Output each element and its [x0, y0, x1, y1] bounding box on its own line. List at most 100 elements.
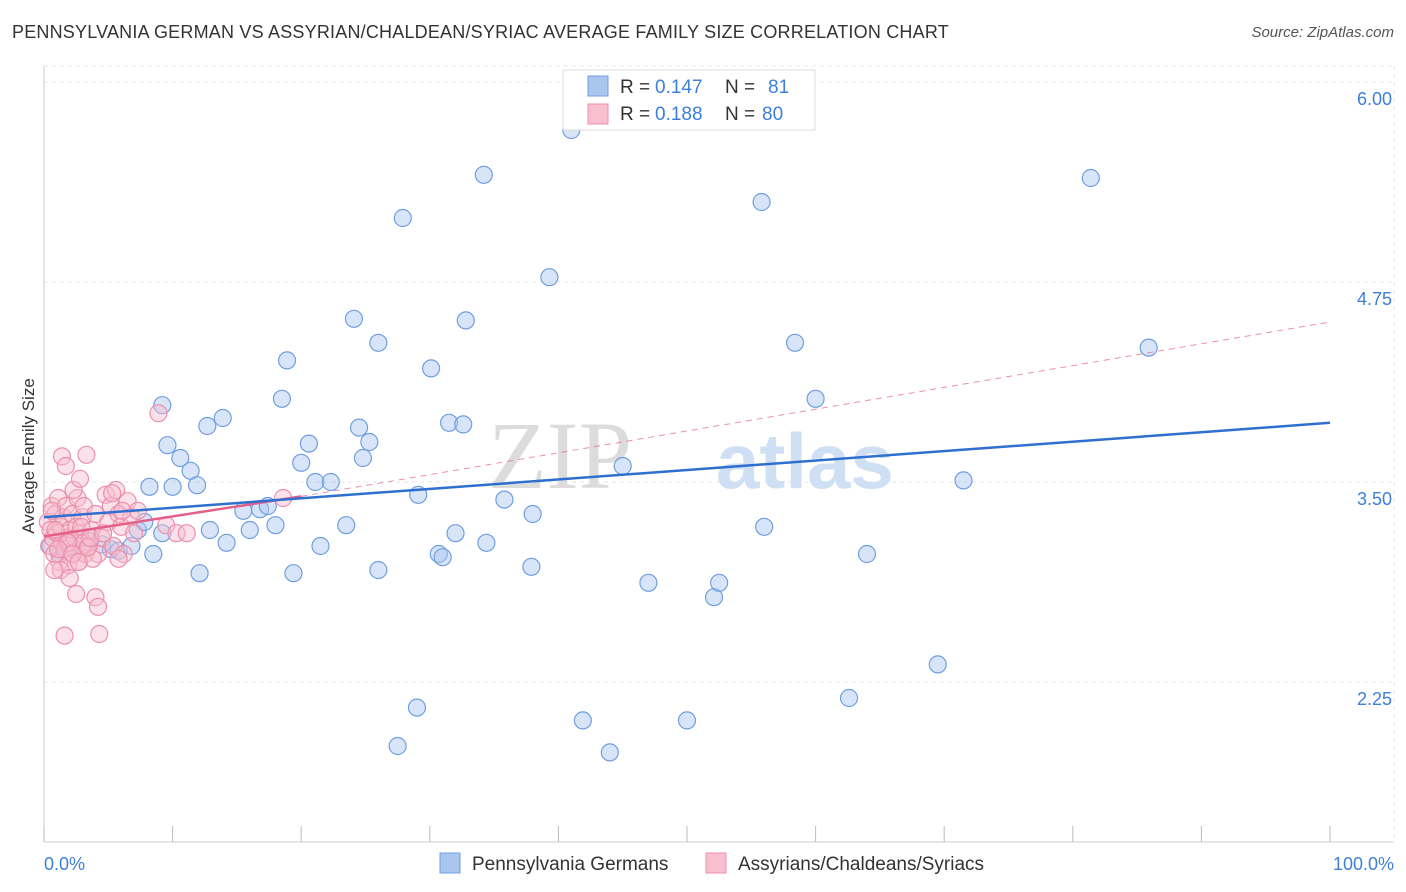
blue-point-61 — [540, 268, 559, 287]
blue-point-79 — [523, 504, 542, 524]
pink-point-72 — [42, 501, 61, 520]
blue-point-44 — [369, 333, 388, 352]
blue-point-78 — [613, 456, 632, 476]
x-tick-label-right: 100.0% — [1333, 854, 1394, 874]
series-assyrians-points — [38, 404, 293, 645]
blue-point-24 — [213, 408, 232, 428]
pink-point-33 — [70, 469, 90, 488]
blue-point-57 — [474, 165, 493, 184]
blue-point-32 — [277, 351, 297, 370]
y-tick-label-3: 6.00 — [1357, 89, 1392, 109]
blue-point-29 — [240, 520, 259, 540]
pink-point-60 — [149, 404, 168, 423]
y-tick-label-0: 2.25 — [1357, 689, 1392, 709]
pink-point-66 — [124, 524, 144, 543]
legend-r-value-blue: 0.147 — [655, 77, 703, 98]
pink-point-54 — [55, 626, 74, 645]
bottom-legend-swatch-pink — [705, 852, 727, 874]
pink-point-56 — [83, 549, 102, 568]
blue-point-77 — [806, 389, 825, 408]
legend-n-label-pink: N = — [725, 104, 755, 125]
blue-point-22 — [190, 564, 209, 583]
blue-point-71 — [785, 333, 805, 352]
legend-swatch-blue — [587, 75, 609, 97]
blue-point-38 — [321, 472, 340, 492]
pink-point-63 — [177, 524, 196, 543]
trend-lines — [43, 321, 1331, 538]
blue-point-60 — [522, 557, 541, 576]
pink-point-32 — [64, 480, 83, 500]
blue-point-40 — [344, 309, 364, 328]
legend-r-label-pink: R = — [620, 104, 650, 125]
blue-point-64 — [600, 743, 619, 762]
blue-point-16 — [163, 477, 182, 496]
chart-source: Source: ZipAtlas.com — [1251, 24, 1394, 41]
blue-point-76 — [1139, 338, 1158, 357]
blue-point-70 — [755, 517, 774, 536]
legend-n-value-pink: 80 — [762, 104, 783, 125]
pink-point-78 — [103, 484, 122, 503]
blue-point-15 — [158, 436, 177, 455]
blue-point-23 — [200, 520, 219, 540]
pink-point-74 — [49, 540, 68, 559]
pink-point-55 — [67, 584, 86, 604]
blue-point-43 — [360, 432, 379, 452]
blue-point-46 — [388, 736, 407, 756]
blue-point-52 — [433, 548, 452, 567]
blue-trend-line — [43, 421, 1331, 519]
blue-point-48 — [407, 698, 427, 717]
pink-point-59 — [45, 560, 64, 580]
blue-point-37 — [311, 536, 330, 556]
blue-point-25 — [217, 533, 236, 552]
blue-point-66 — [677, 711, 697, 730]
pink-point-53 — [90, 624, 109, 644]
blue-point-67 — [704, 588, 724, 607]
legend-bottom: Pennsylvania Germans Assyrians/Chaldeans… — [439, 852, 984, 875]
y-tick-labels: 2.25 3.50 4.75 6.00 — [1357, 89, 1392, 709]
blue-point-73 — [928, 655, 947, 674]
blue-point-80 — [857, 544, 877, 564]
axes — [43, 66, 1394, 843]
legend-r-value-pink: 0.188 — [655, 104, 703, 125]
pink-point-52 — [88, 597, 108, 616]
y-tick-label-1: 3.50 — [1357, 489, 1392, 509]
pink-point-71 — [59, 533, 78, 552]
x-tick-label-left: 0.0% — [44, 854, 85, 874]
blue-point-74 — [954, 471, 973, 490]
bottom-legend-swatch-blue — [439, 852, 461, 874]
blue-point-58 — [477, 533, 496, 552]
pink-point-79 — [69, 552, 88, 572]
blue-point-72 — [839, 688, 859, 708]
blue-point-45 — [369, 560, 388, 580]
blue-point-69 — [752, 192, 771, 212]
blue-point-56 — [456, 311, 475, 330]
pink-point-30 — [52, 447, 72, 466]
series-pennsylvania-germans-points — [41, 120, 1158, 762]
legend-top: R = 0.147 N = 81 R = 0.188 N = 80 — [562, 69, 816, 131]
blue-point-41 — [349, 418, 369, 437]
legend-swatch-pink — [587, 103, 609, 125]
blue-point-12 — [144, 544, 163, 564]
pink-point-58 — [60, 568, 79, 588]
blue-point-55 — [454, 415, 473, 434]
blue-point-65 — [639, 573, 658, 592]
pink-trend-extension — [301, 321, 1331, 497]
pink-point-67 — [109, 549, 128, 568]
blue-point-36 — [306, 472, 325, 492]
watermark-zip: ZIP — [488, 402, 632, 509]
legend-n-label-blue: N = — [725, 77, 755, 98]
blue-point-54 — [446, 524, 465, 543]
blue-point-53 — [439, 413, 459, 432]
blue-point-31 — [272, 389, 292, 408]
bottom-legend-label-blue: Pennsylvania Germans — [472, 854, 668, 875]
blue-point-21 — [198, 416, 217, 436]
blue-point-39 — [337, 516, 356, 535]
y-axis-title: Average Family Size — [19, 378, 38, 534]
pink-trend-line — [43, 495, 302, 538]
y-tick-label-2: 4.75 — [1357, 289, 1392, 309]
legend-n-value-blue: 81 — [768, 77, 789, 98]
blue-point-17 — [171, 448, 190, 468]
blue-point-47 — [393, 208, 412, 228]
blue-point-14 — [140, 477, 159, 496]
watermark: ZIP atlas — [488, 402, 894, 509]
